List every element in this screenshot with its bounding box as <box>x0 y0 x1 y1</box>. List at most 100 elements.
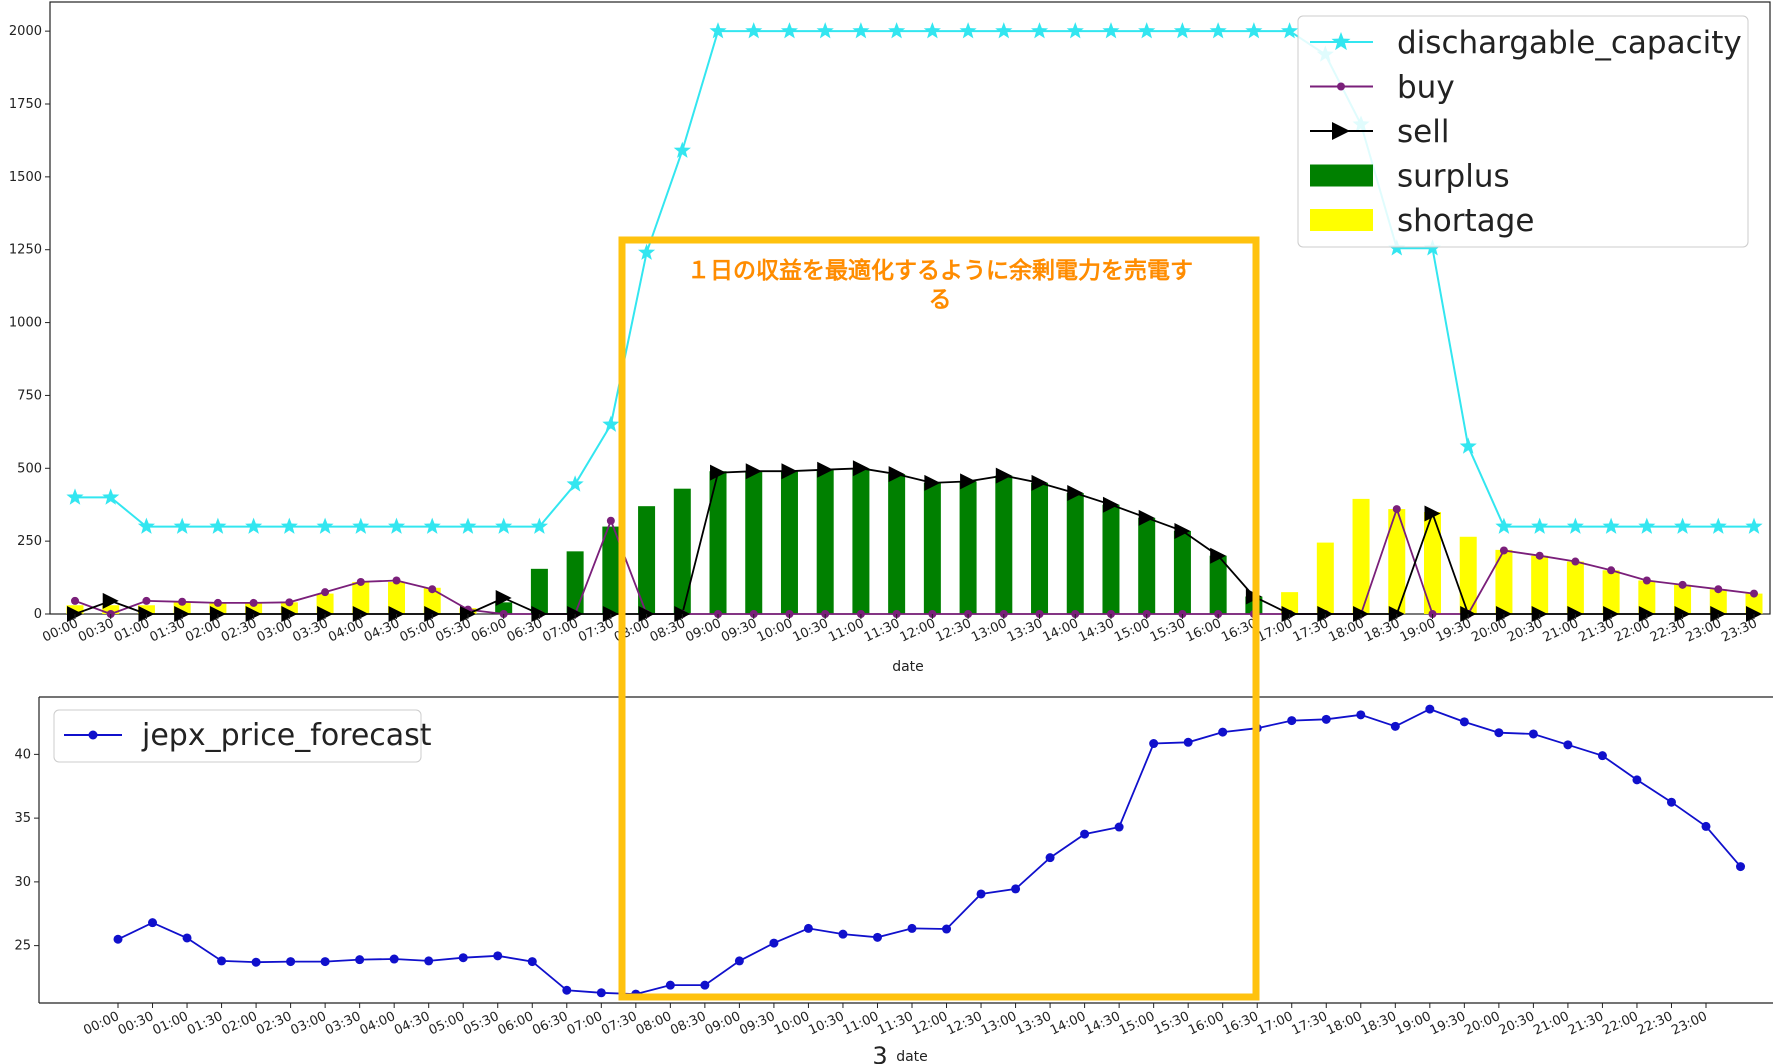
surplus-bar <box>709 471 727 614</box>
jepx_price_forecast-point <box>389 954 399 964</box>
dischargable_capacity-point <box>995 22 1013 39</box>
buy-point <box>142 596 151 605</box>
legend-shortage-label: shortage <box>1397 203 1534 239</box>
y-tick-label: 500 <box>17 461 42 476</box>
x-tick-label: 05:30 <box>433 616 473 645</box>
x-tick-label: 17:30 <box>1290 1009 1330 1038</box>
x-tick-label: 15:00 <box>1112 616 1152 645</box>
surplus-bar <box>959 481 977 614</box>
buy-point <box>249 598 258 607</box>
shortage-bar <box>1352 498 1370 614</box>
x-tick-label: 03:00 <box>255 616 295 645</box>
x-tick-label: 20:00 <box>1462 1009 1502 1038</box>
x-tick-label: 13:30 <box>1005 616 1045 645</box>
x-tick-label: 21:30 <box>1566 1009 1606 1038</box>
x-tick-label: 02:00 <box>183 616 223 645</box>
x-tick-label: 09:30 <box>737 1009 777 1038</box>
x-tick-label: 22:30 <box>1635 1009 1675 1038</box>
x-tick-label: 20:30 <box>1497 1009 1537 1038</box>
x-tick-label: 20:30 <box>1505 616 1545 645</box>
y-tick-label: 1250 <box>9 243 42 258</box>
x-tick-label: 12:00 <box>898 616 938 645</box>
y-tick-label: 1000 <box>9 316 42 331</box>
shortage-bar <box>1566 561 1584 614</box>
x-tick-label: 22:00 <box>1612 616 1652 645</box>
x-tick-label: 22:30 <box>1648 616 1688 645</box>
sell-point <box>1424 505 1441 522</box>
y-tick-label: 40 <box>14 747 31 762</box>
buy-point <box>1714 585 1723 594</box>
sell-point <box>924 474 941 491</box>
x-tick-label: 11:30 <box>862 616 902 645</box>
jepx_price_forecast-point <box>838 929 848 939</box>
buy-point <box>428 585 437 594</box>
sell-point <box>781 463 798 480</box>
buy-point <box>392 576 401 585</box>
x-tick-label: 03:30 <box>290 616 330 645</box>
jepx_price_forecast-point <box>1425 704 1435 714</box>
jepx_price_forecast-point <box>1183 737 1193 747</box>
jepx_price_forecast-point <box>1011 884 1021 894</box>
dischargable_capacity-point <box>137 517 155 534</box>
surplus-bar <box>745 471 763 614</box>
surplus-bar <box>602 526 620 614</box>
dischargable_capacity-point <box>66 488 84 505</box>
dischargable_capacity-point <box>1531 517 1549 534</box>
dischargable_capacity-point <box>1173 22 1191 39</box>
sell-point <box>710 464 727 481</box>
surplus-bar <box>1209 555 1227 614</box>
shortage-bar <box>1531 555 1549 614</box>
dischargable_capacity-point <box>173 517 191 534</box>
x-tick-label: 16:00 <box>1184 616 1224 645</box>
legend-buy-label: buy <box>1397 70 1455 106</box>
x-tick-label: 11:30 <box>875 1009 915 1038</box>
surplus-bar <box>566 551 584 614</box>
sell-point <box>1138 509 1155 526</box>
x-tick-label: 00:00 <box>40 616 80 645</box>
dischargable_capacity-point <box>602 415 620 432</box>
dischargable_capacity-point <box>530 517 548 534</box>
x-tick-label: 15:00 <box>1117 1009 1157 1038</box>
x-tick-label: 15:30 <box>1148 616 1188 645</box>
x-tick-label: 08:00 <box>612 616 652 645</box>
y-tick-label: 25 <box>14 939 31 954</box>
dischargable_capacity-point <box>1745 517 1763 534</box>
x-tick-label: 08:30 <box>648 616 688 645</box>
dischargable_capacity-point <box>1138 22 1156 39</box>
x-tick-label: 15:30 <box>1152 1009 1192 1038</box>
dischargable_capacity-point <box>1031 22 1049 39</box>
x-tick-label: 05:30 <box>461 1009 501 1038</box>
x-tick-label: 04:00 <box>358 1009 398 1038</box>
sell-point <box>1174 522 1191 539</box>
jepx_price_forecast-point <box>1666 797 1676 807</box>
x-tick-label: 17:00 <box>1255 1009 1295 1038</box>
x-tick-label: 05:00 <box>398 616 438 645</box>
shortage-bar <box>388 581 406 614</box>
shortage-bar <box>280 602 298 614</box>
x-tick-label: 13:00 <box>979 1009 1019 1038</box>
x-tick-label: 06:00 <box>496 1009 536 1038</box>
surplus-bar <box>1173 530 1191 614</box>
shortage-bar <box>352 581 370 614</box>
x-tick-label: 18:30 <box>1362 616 1402 645</box>
x-tick-label: 18:00 <box>1326 616 1366 645</box>
x-tick-label: 17:30 <box>1291 616 1331 645</box>
jepx_price_forecast-point <box>942 924 952 934</box>
x-tick-label: 00:30 <box>116 1009 156 1038</box>
buy-point <box>1392 505 1401 514</box>
x-tick-label: 11:00 <box>841 1009 881 1038</box>
x-tick-label: 00:00 <box>81 1009 121 1038</box>
buy-point <box>356 577 365 586</box>
x-tick-label: 23:30 <box>1719 616 1759 645</box>
surplus-bar <box>638 506 656 614</box>
x-tick-label: 06:00 <box>469 616 509 645</box>
surplus-bar <box>1031 482 1049 614</box>
jepx_price_forecast-point <box>1597 751 1607 761</box>
x-tick-label: 07:00 <box>565 1009 605 1038</box>
dischargable_capacity-point <box>709 22 727 39</box>
x-axis-label: date <box>892 659 924 675</box>
sell-point <box>852 460 869 477</box>
jepx_price_forecast-line <box>117 708 1742 996</box>
shortage-bar <box>245 602 263 614</box>
